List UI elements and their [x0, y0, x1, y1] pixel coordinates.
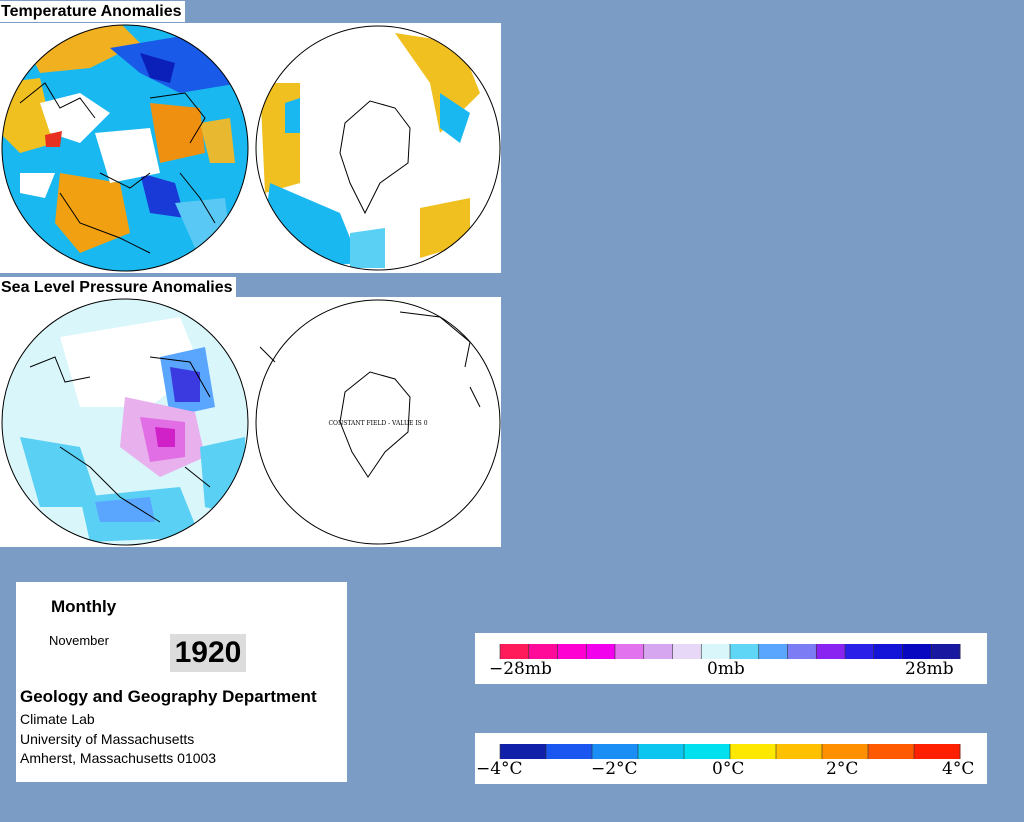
- temperature-colorbar: [499, 744, 961, 759]
- pressure-north-hemisphere: [2, 299, 248, 545]
- temperature-swatch-1: [546, 744, 593, 759]
- pressure-section-title: Sea Level Pressure Anomalies: [0, 277, 236, 298]
- pressure-swatch-0: [500, 644, 530, 659]
- temperature-legend: −4°C −2°C 0°C 2°C 4°C: [475, 733, 987, 784]
- pressure-legend: −28mb 0mb 28mb: [475, 633, 987, 684]
- temperature-swatch-4: [684, 744, 731, 759]
- temperature-swatch-2: [592, 744, 639, 759]
- info-card: Monthly November 1920 Geology and Geogra…: [16, 582, 347, 782]
- temperature-map-panel: [0, 23, 501, 273]
- temp-tick-pos2: 2°C: [826, 759, 859, 779]
- temperature-swatch-6: [776, 744, 823, 759]
- temperature-swatch-8: [868, 744, 915, 759]
- pressure-swatch-13: [873, 644, 903, 659]
- pressure-colorbar: [499, 644, 961, 659]
- constant-field-annotation: CONSTANT FIELD - VALUE IS 0: [328, 420, 427, 427]
- antarctica-outline: [339, 100, 411, 215]
- pressure-swatch-8: [730, 644, 760, 659]
- pressure-swatch-3: [586, 644, 616, 659]
- pressure-tick-min: −28mb: [489, 659, 552, 679]
- temperature-swatch-0: [500, 744, 547, 759]
- pressure-swatch-10: [787, 644, 817, 659]
- university-label: University of Massachusetts: [20, 731, 195, 747]
- temperature-north-hemisphere: [2, 25, 248, 271]
- temp-tick-pos4: 4°C: [942, 759, 975, 779]
- temperature-south-outline: [255, 25, 501, 271]
- pressure-swatch-4: [615, 644, 645, 659]
- pressure-swatch-14: [902, 644, 932, 659]
- temperature-south-hemisphere: [256, 26, 500, 270]
- pressure-north-outline: [1, 298, 249, 546]
- pressure-swatch-2: [557, 644, 587, 659]
- temperature-swatch-3: [638, 744, 685, 759]
- pressure-tick-zero: 0mb: [707, 659, 745, 679]
- pressure-swatch-6: [672, 644, 702, 659]
- temperature-north-outline: [1, 24, 249, 272]
- address-label: Amherst, Massachusetts 01003: [20, 750, 217, 766]
- temp-tick-neg4: −4°C: [476, 759, 523, 779]
- temperature-swatch-9: [914, 744, 961, 759]
- lab-label: Climate Lab: [20, 711, 95, 727]
- temp-tick-neg2: −2°C: [591, 759, 638, 779]
- temperature-swatch-5: [730, 744, 777, 759]
- pressure-south-hemisphere: CONSTANT FIELD - VALUE IS 0: [255, 299, 501, 545]
- period-label: Monthly: [51, 597, 117, 616]
- temp-tick-zero: 0°C: [712, 759, 745, 779]
- pressure-swatch-15: [931, 644, 961, 659]
- pressure-tick-max: 28mb: [905, 659, 954, 679]
- year-label: 1920: [170, 634, 246, 672]
- pressure-swatch-12: [845, 644, 875, 659]
- pressure-swatch-9: [758, 644, 788, 659]
- department-label: Geology and Geography Department: [20, 687, 317, 706]
- pressure-map-panel: CONSTANT FIELD - VALUE IS 0: [0, 297, 501, 547]
- pressure-swatch-7: [701, 644, 731, 659]
- pressure-swatch-5: [643, 644, 673, 659]
- temperature-swatch-7: [822, 744, 869, 759]
- pressure-swatch-11: [816, 644, 846, 659]
- month-label: November: [49, 633, 109, 648]
- temperature-section-title: Temperature Anomalies: [0, 1, 185, 22]
- antarctica-outline-pressure: [339, 371, 411, 478]
- pressure-swatch-1: [528, 644, 558, 659]
